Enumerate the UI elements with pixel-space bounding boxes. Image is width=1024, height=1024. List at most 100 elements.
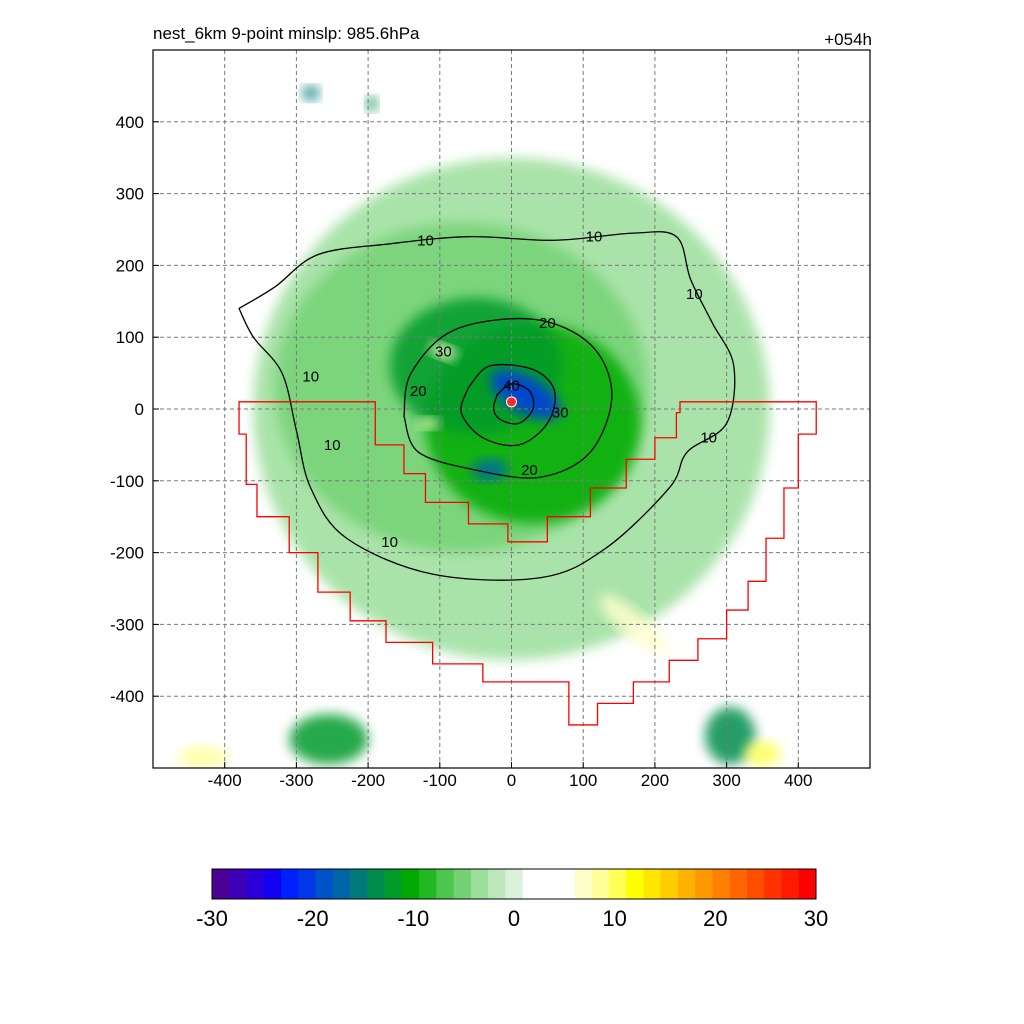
colorbar-cell [488, 869, 506, 899]
y-tick-label: 0 [135, 400, 144, 419]
colorbar-cell [729, 869, 748, 899]
shading-patch [744, 740, 781, 767]
colorbar-cell [746, 869, 765, 899]
shading-patch [302, 85, 320, 101]
x-tick-label: 0 [507, 771, 516, 790]
contour-label: 20 [410, 383, 427, 400]
y-tick-label: 300 [116, 185, 144, 204]
contour-label: 10 [324, 437, 341, 454]
colorbar-tick-label: -30 [196, 906, 228, 931]
colorbar-cell [350, 869, 368, 899]
contour-label: 30 [552, 405, 569, 422]
shading-patch [490, 369, 562, 420]
colorbar-tick-label: -20 [297, 906, 329, 931]
colorbar-cell [695, 869, 713, 899]
colorbar-cell [401, 869, 420, 899]
contour-label: 10 [586, 229, 603, 246]
y-tick-label: 400 [116, 113, 144, 132]
shading-patch [429, 343, 458, 360]
colorbar-cell [522, 869, 541, 899]
x-tick-label: 300 [712, 771, 740, 790]
contour-label: 10 [302, 369, 319, 386]
colorbar-cell [557, 869, 575, 899]
colorbar-cell [315, 869, 334, 899]
y-tick-label: -200 [110, 544, 144, 563]
x-tick-label: -100 [423, 771, 457, 790]
colorbar-cell [212, 869, 230, 899]
colorbar-tick-label: 30 [804, 906, 828, 931]
x-tick-label: -400 [208, 771, 242, 790]
colorbar-cell [539, 869, 558, 899]
grid-layer [153, 50, 870, 768]
colorbar-cell [263, 869, 282, 899]
colorbar-ticks: -30 -20 -10 0 10 20 30 [196, 906, 828, 931]
forecast-hour-label: +054h [824, 30, 872, 49]
colorbar-cells [212, 869, 817, 899]
colorbar-cell [781, 869, 800, 899]
colorbar-cell [660, 869, 679, 899]
boundary-layer [238, 401, 817, 726]
colorbar-cell [764, 869, 782, 899]
colorbar-cell [505, 869, 524, 899]
y-axis: -400 -300 -200 -100 0 100 200 300 400 [110, 113, 159, 706]
shading-patch [599, 595, 668, 654]
colorbar-tick-label: 20 [703, 906, 727, 931]
colorbar-cell [246, 869, 265, 899]
colorbar-cell [643, 869, 662, 899]
shading-patch [289, 714, 369, 765]
contour-layer [238, 231, 736, 581]
x-tick-label: 200 [641, 771, 669, 790]
storm-center-marker [506, 396, 517, 408]
colorbar-cell [712, 869, 731, 899]
shading-patch [418, 417, 440, 430]
colorbar-cell [626, 869, 644, 899]
plot-area: 10 10 10 10 10 10 10 20 20 20 30 30 40 [152, 49, 871, 769]
colorbar-cell [677, 869, 696, 899]
shading-patch [472, 459, 508, 481]
center-layer [506, 396, 517, 408]
colorbar-cell [281, 869, 299, 899]
contour-c10 [238, 231, 736, 581]
contour-label: 20 [539, 315, 556, 332]
shading-patch [178, 746, 229, 768]
colorbar-tick-label: 0 [508, 906, 520, 931]
analysis-boundary [238, 401, 817, 726]
y-tick-label: 100 [116, 328, 144, 347]
colorbar-cell [453, 869, 472, 899]
contour-label: 10 [417, 232, 434, 249]
colorbar-cell [574, 869, 593, 899]
contour-label: 40 [503, 377, 520, 394]
colorbar-tick-label: 10 [602, 906, 626, 931]
contour-label: 10 [686, 286, 703, 303]
shading-patch [705, 707, 756, 765]
colorbar-cell [332, 869, 351, 899]
colorbar-cell [367, 869, 386, 899]
contour-label: 30 [435, 344, 452, 361]
contour-label: 10 [381, 534, 398, 551]
y-tick-label: -300 [110, 615, 144, 634]
colorbar-cell [229, 869, 248, 899]
contour-c30 [460, 363, 556, 447]
colorbar-cell [591, 869, 610, 899]
colorbar-cell [384, 869, 403, 899]
y-tick-label: 200 [116, 256, 144, 275]
colorbar-cell [298, 869, 317, 899]
colorbar-frame [211, 868, 817, 900]
x-tick-label: 400 [784, 771, 812, 790]
y-tick-label: -100 [110, 472, 144, 491]
x-tick-label: 100 [569, 771, 597, 790]
x-tick-label: -300 [279, 771, 313, 790]
contour-c20 [403, 317, 613, 479]
colorbar-cell [798, 869, 817, 899]
x-axis: -400 -300 -200 -100 0 100 200 300 400 [208, 762, 812, 790]
contour-c40 [492, 383, 535, 425]
colorbar: -30 -20 -10 0 10 20 30 [196, 868, 828, 931]
colorbar-cell [436, 869, 455, 899]
colorbar-tick-label: -10 [397, 906, 429, 931]
shading-patch [365, 96, 378, 112]
contour-label-layer: 10 10 10 10 10 10 10 20 20 20 30 30 40 [302, 229, 717, 551]
contour-label: 20 [521, 462, 538, 479]
colorbar-cell [608, 869, 627, 899]
x-tick-label: -200 [351, 771, 385, 790]
